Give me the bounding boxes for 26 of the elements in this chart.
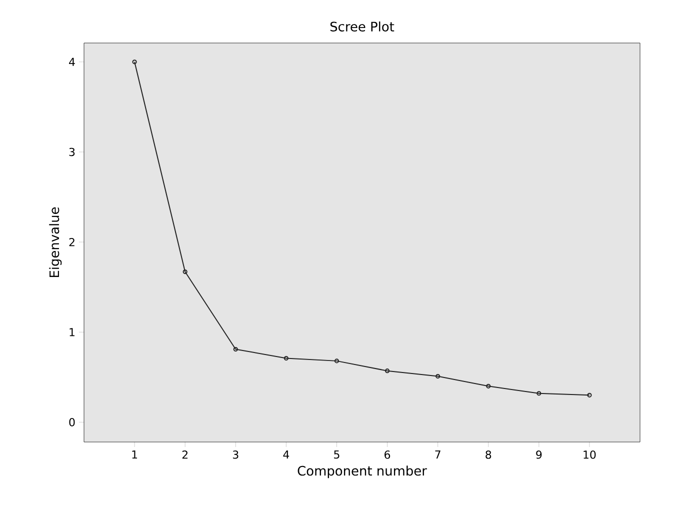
x-tick-label: 5: [334, 450, 340, 459]
point: [284, 356, 288, 361]
y-tick-label: 2: [69, 238, 74, 246]
x-axis-title: Component number: [298, 466, 427, 478]
y-axis-title: Eigenvalue: [49, 207, 62, 278]
y-tick-label: 1: [70, 328, 74, 336]
point: [233, 346, 238, 352]
x-tick-label: 4: [283, 450, 290, 459]
point: [182, 269, 188, 274]
x-tick-label: 9: [536, 450, 542, 459]
x-tick-label: 3: [232, 450, 238, 459]
x-tick-label: 8: [486, 450, 492, 459]
y-tick-label: 4: [69, 58, 75, 66]
point: [486, 384, 491, 388]
y-tick-label: 0: [69, 418, 75, 426]
point: [436, 374, 440, 379]
x-tick-label: 6: [384, 450, 390, 459]
point: [334, 358, 340, 364]
point: [384, 368, 390, 374]
x-tick-label: 10: [584, 450, 596, 459]
x-tick-label: 7: [435, 450, 440, 459]
x-tick-label: 1: [132, 450, 138, 459]
chart-title: Scree Plot: [330, 21, 394, 32]
y-tick-label: 3: [69, 148, 75, 156]
x-tick-label: 2: [182, 450, 188, 459]
point: [536, 391, 542, 396]
